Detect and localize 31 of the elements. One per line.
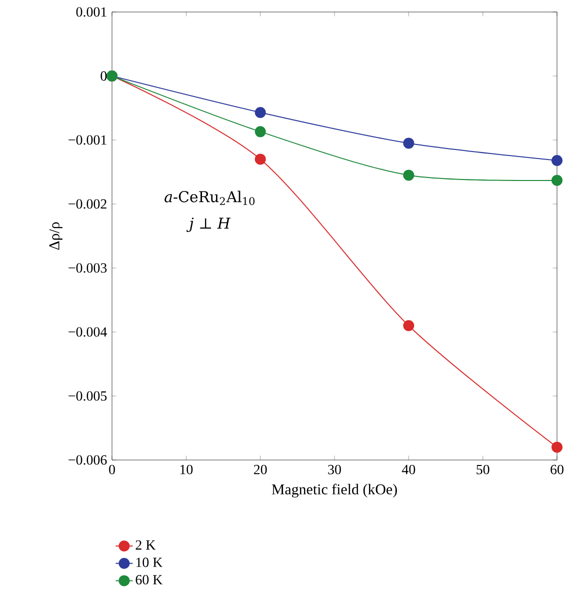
legend-label: 2 K — [136, 540, 156, 550]
y-tick-label: −0.004 — [68, 327, 107, 337]
x-tick-label: 60 — [550, 464, 564, 474]
point — [552, 174, 563, 186]
y-tick-label: −0.001 — [68, 135, 106, 145]
x-tick-label: 50 — [476, 464, 490, 474]
x-tick-label: 40 — [402, 464, 416, 474]
point — [254, 126, 266, 138]
y-tick-label: 0.001 — [76, 7, 106, 17]
point — [552, 154, 563, 166]
x-axis-title: Magnetic field (kOe) — [272, 484, 397, 498]
y-axis-title: Δρ/ρ — [49, 222, 62, 250]
legend-label: 10 K — [136, 558, 163, 568]
point — [552, 442, 563, 453]
point — [254, 106, 266, 118]
x-tick-label: 30 — [328, 464, 341, 474]
y-tick-label: −0.002 — [68, 199, 106, 209]
x-tick-label: 20 — [254, 464, 267, 474]
legend-label: 60 K — [136, 575, 163, 584]
y-tick-label: −0.005 — [68, 391, 107, 401]
y-tick-label: −0.003 — [68, 263, 107, 273]
y-tick-label: 0 — [100, 71, 107, 81]
point — [403, 170, 414, 181]
x-tick-label: 0 — [109, 464, 115, 474]
point — [403, 138, 414, 149]
annotation: a-CeRu$_{2}$Al$_{10}$ — [164, 190, 255, 206]
point — [403, 320, 414, 332]
point — [254, 154, 266, 165]
annotation: j ⊥ H — [186, 218, 231, 232]
y-tick-label: −0.006 — [68, 455, 107, 465]
x-tick-label: 10 — [180, 464, 193, 474]
